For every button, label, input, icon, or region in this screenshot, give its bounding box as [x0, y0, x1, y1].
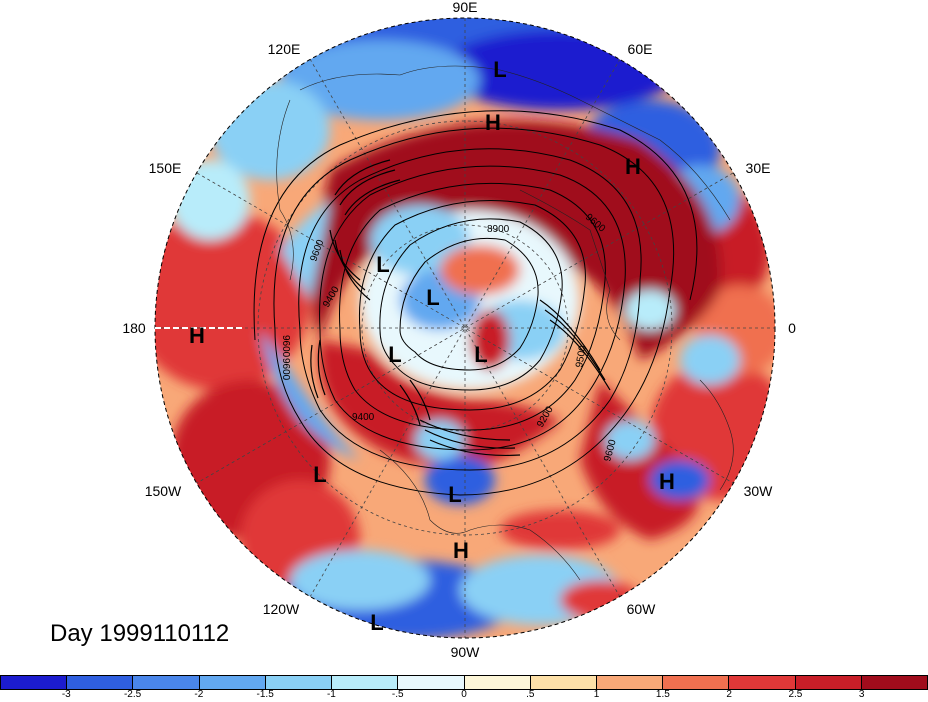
svg-text:9600: 9600	[280, 335, 291, 358]
colorbar-swatch	[729, 676, 796, 689]
colorbar-swatch	[464, 676, 531, 689]
pressure-center-low: L	[313, 462, 326, 487]
colorbar-tick-label: -2	[194, 689, 204, 700]
colorbar-tick-label: 2	[726, 689, 732, 700]
coastlines	[276, 65, 734, 581]
pressure-center-high: H	[659, 469, 675, 494]
colorbar-tick-label: -2.5	[123, 689, 142, 700]
lon-label-150e: 150E	[149, 160, 182, 176]
colorbar-tick-label: .5	[526, 689, 535, 700]
svg-text:9500: 9500	[574, 344, 589, 368]
pressure-center-high: H	[625, 154, 641, 179]
colorbar-swatch	[596, 676, 664, 689]
lon-label-60e: 60E	[628, 41, 653, 57]
day-label: Day 1999110112	[50, 620, 230, 647]
colorbar-swatch	[861, 676, 928, 689]
polar-map: 9600 9400 9600 9600 9400 9200 9500 9600 …	[122, 0, 796, 660]
graticule	[155, 18, 775, 638]
colorbar	[0, 675, 928, 690]
svg-text:9600: 9600	[280, 358, 291, 381]
colorbar-swatch	[67, 676, 134, 689]
lon-label-30w: 30W	[744, 483, 774, 499]
colorbar-swatch	[398, 676, 465, 689]
pressure-center-low: L	[388, 342, 401, 367]
pressure-center-low: L	[448, 482, 461, 507]
colorbar-tick-label: -1.5	[256, 689, 274, 700]
height-contours	[253, 110, 698, 496]
colorbar-tick-label: -3	[61, 689, 71, 700]
colorbar-swatch	[530, 676, 597, 689]
colorbar-tick-label: 1.5	[655, 689, 670, 700]
lon-label-90w: 90W	[451, 644, 481, 660]
lon-label-60w: 60W	[627, 601, 657, 617]
pressure-centers: L H H L L L L H L L H H L	[189, 57, 675, 635]
lon-label-120e: 120E	[268, 41, 301, 57]
svg-text:9400: 9400	[352, 412, 375, 423]
lon-label-180: 180	[122, 320, 146, 336]
colorbar-swatch	[265, 676, 333, 689]
svg-text:8900: 8900	[487, 224, 510, 235]
colorbar-tick-label: 0	[461, 689, 467, 700]
colorbar-tick-label: 1	[593, 689, 600, 700]
colorbar-tick-label: 3	[858, 689, 865, 700]
colorbar-tick-label: -1	[326, 689, 336, 700]
pressure-center-high: H	[453, 538, 469, 563]
longitude-labels: 90E 60E 30E 0 30W 60W 90W 120W 150W 180 …	[122, 0, 796, 660]
lon-label-30e: 30E	[746, 160, 771, 176]
colorbar-swatch	[0, 676, 68, 689]
lon-label-90e: 90E	[453, 0, 478, 15]
lon-label-150w: 150W	[145, 483, 182, 499]
pressure-center-high: H	[189, 323, 205, 348]
pressure-center-low: L	[493, 57, 506, 82]
colorbar-swatch	[795, 676, 862, 689]
pressure-center-low: L	[376, 252, 389, 277]
lon-label-120w: 120W	[263, 601, 300, 617]
pressure-center-low: L	[426, 285, 439, 310]
pressure-center-low: L	[370, 610, 383, 635]
colorbar-swatch	[199, 676, 266, 689]
lon-label-0: 0	[788, 320, 796, 336]
pressure-center-low: L	[474, 342, 487, 367]
colorbar-swatch	[663, 676, 730, 689]
colorbar-tick-label: 2.5	[788, 689, 803, 700]
pressure-center-high: H	[485, 110, 501, 135]
colorbar-swatch	[332, 676, 399, 689]
colorbar-tick-labels: -3 -2.5 -2 -1.5 -1 -.5 0 .5 1 1.5 2 2.5 3	[0, 689, 928, 702]
colorbar-tick-label: -.5	[391, 689, 404, 700]
colorbar-swatch	[133, 676, 200, 689]
